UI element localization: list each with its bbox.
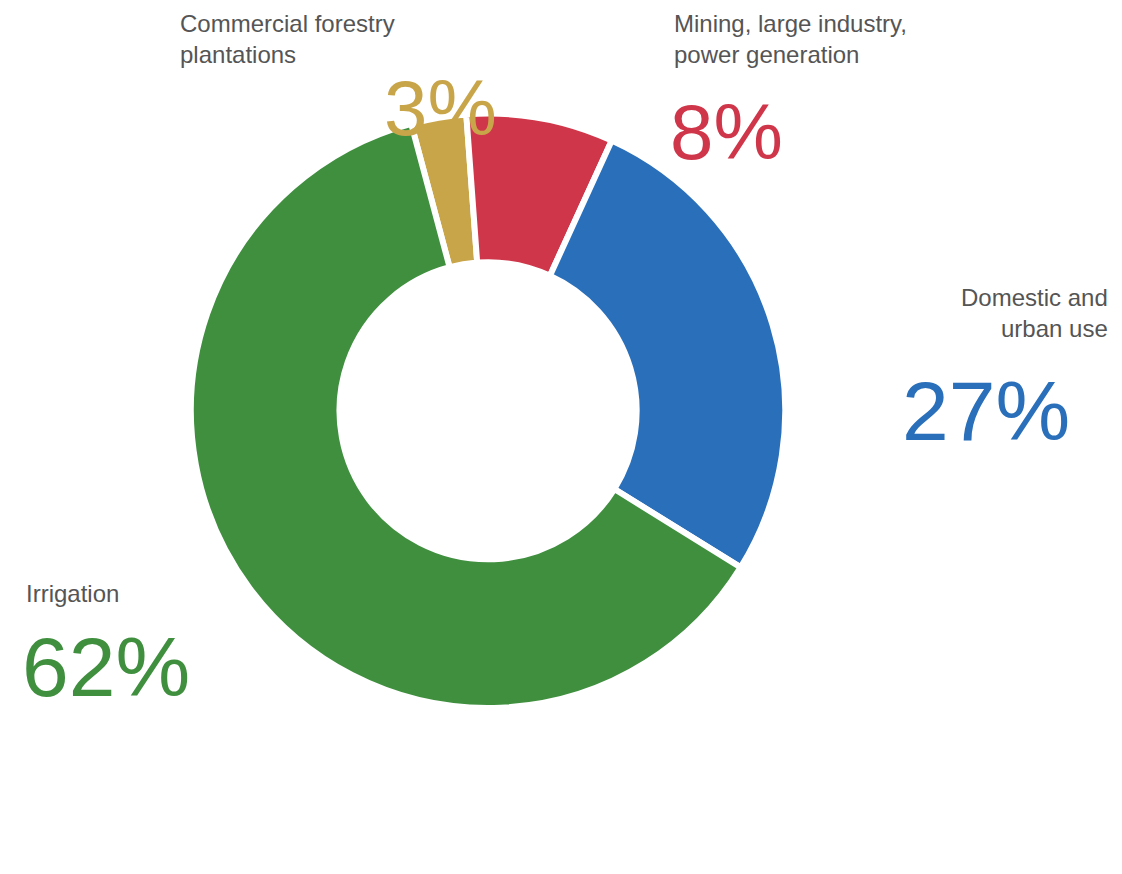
svg-text:Commercial forestryplantations: Commercial forestryplantations [180, 10, 395, 68]
svg-text:62%: 62% [22, 620, 190, 714]
svg-text:Mining, large industry,power g: Mining, large industry,power generation [674, 10, 907, 68]
svg-text:27%: 27% [902, 364, 1070, 458]
svg-text:3%: 3% [384, 64, 497, 152]
svg-text:8%: 8% [670, 88, 783, 176]
svg-text:Domestic andurban use: Domestic andurban use [961, 284, 1108, 342]
svg-text:Irrigation: Irrigation [26, 580, 119, 607]
